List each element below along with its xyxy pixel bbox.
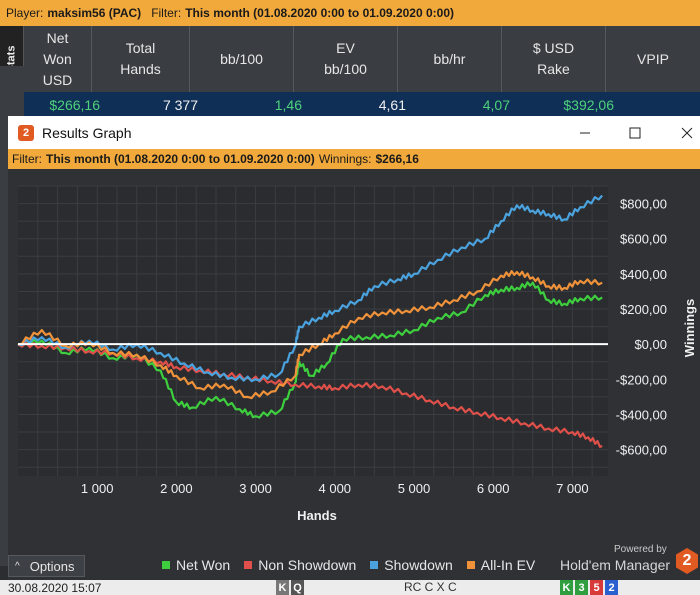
val-total-hands: 7 377 <box>162 97 198 113</box>
y-tick-label: $200,00 <box>620 302 667 317</box>
card: 3 <box>575 580 588 595</box>
x-tick-label: 3 000 <box>239 481 272 496</box>
col-vpip[interactable]: VPIP <box>637 50 669 67</box>
winnings-value: $266,16 <box>375 152 419 166</box>
chevron-up-icon: ^ <box>15 560 20 572</box>
y-tick-labels: $800,00 $600,00 $400,00 $200,00 $0,00 -$200,0… <box>616 197 667 458</box>
card: Q <box>291 580 304 595</box>
graph-filter-bar: Filter: This month (01.08.2020 0:00 to 0… <box>8 149 700 169</box>
player-label: Player: <box>6 6 44 20</box>
x-tick-label: 5 000 <box>398 481 431 496</box>
x-tick-label: 4 000 <box>319 481 352 496</box>
card: K <box>560 580 573 595</box>
brand-name: Hold'em Manager <box>560 557 671 573</box>
stats-value-row[interactable]: $266,16 7 377 1,46 4,61 4,07 $392,06 <box>24 92 700 118</box>
val-bb100: 1,46 <box>274 97 302 113</box>
options-button[interactable]: ^ Options <box>8 555 85 577</box>
val-bb-hr: 4,07 <box>482 97 510 113</box>
minimize-icon[interactable] <box>562 116 608 149</box>
card: 2 <box>605 580 618 595</box>
x-tick-label: 6 000 <box>477 481 510 496</box>
winnings-label: Winnings: <box>318 152 372 166</box>
legend-non-showdown[interactable]: Non Showdown <box>244 557 356 573</box>
x-axis-label: Hands <box>297 508 337 523</box>
card: 5 <box>590 580 603 595</box>
col-bb100[interactable]: bb/100 <box>190 26 294 92</box>
y-tick-label: $400,00 <box>620 267 667 282</box>
brand-block: Powered by Hold'em Manager 2 <box>560 544 700 578</box>
powered-by-text: Powered by <box>614 544 667 555</box>
board-cards: K Q <box>276 580 306 595</box>
window-titlebar[interactable]: 2 Results Graph <box>8 116 700 149</box>
x-tick-label: 7 000 <box>556 481 589 496</box>
val-rake: $392,06 <box>563 97 614 113</box>
x-tick-label: 2 000 <box>160 481 193 496</box>
legend-label: Net Won <box>176 557 231 573</box>
legend-label: Showdown <box>384 557 453 573</box>
legend-swatch <box>370 561 379 569</box>
legend-all-in-ev[interactable]: All-In EV <box>466 557 536 573</box>
stats-panel: Stats Net Won USD Total Hands bb/100 EV … <box>0 26 700 118</box>
y-tick-label: $800,00 <box>620 197 667 212</box>
plot-area <box>18 186 608 476</box>
val-net-won: $266,16 <box>49 97 100 113</box>
y-tick-label: -$200,00 <box>616 372 667 387</box>
x-tick-label: 1 000 <box>81 481 114 496</box>
legend-label: All-In EV <box>480 557 536 573</box>
y-tick-label: $600,00 <box>620 232 667 247</box>
x-tick-labels: 1 000 2 000 3 000 4 000 5 000 6 000 7 000 <box>81 481 589 496</box>
filter-label: Filter: <box>151 6 182 20</box>
close-icon[interactable] <box>664 116 700 149</box>
graph-filter-label: Filter: <box>12 152 42 166</box>
series-showdown <box>17 194 604 383</box>
hand-history-row[interactable]: 30.08.2020 15:07 K Q RC C X C K 3 5 2 <box>0 580 700 595</box>
col-ev-bb100[interactable]: EV bb/100 <box>294 26 398 92</box>
card: K <box>276 580 289 595</box>
player-filter-bar: Player: maksim56 (PAC) Filter: This mont… <box>0 0 700 26</box>
stats-header-row: Net Won USD Total Hands bb/100 EV bb/100… <box>24 26 700 92</box>
hand-cards: K 3 5 2 <box>560 580 620 595</box>
col-bb-hr[interactable]: bb/hr <box>398 26 502 92</box>
col-total-hands[interactable]: Total Hands <box>92 26 190 92</box>
hm2-logo-icon: 2 <box>676 548 698 574</box>
window-title: Results Graph <box>42 124 132 141</box>
chart-legend: Net Won Non Showdown Showdown All-In EV <box>162 557 549 573</box>
col-rake[interactable]: $ USD Rake <box>502 26 606 92</box>
hand-action: RC C X C <box>404 580 457 594</box>
player-value: maksim56 (PAC) <box>47 6 142 20</box>
y-tick-label: $0,00 <box>634 337 667 352</box>
col-net-won[interactable]: Net Won USD <box>24 26 92 92</box>
legend-swatch <box>244 561 253 569</box>
y-tick-label: -$600,00 <box>616 443 667 458</box>
legend-swatch <box>162 561 170 569</box>
val-ev-bb100: 4,61 <box>378 97 406 113</box>
y-axis-label: Winnings <box>682 299 697 357</box>
legend-label: Non Showdown <box>258 557 357 573</box>
y-tick-label: -$400,00 <box>616 407 667 422</box>
hand-datetime: 30.08.2020 15:07 <box>8 580 102 595</box>
series-lines <box>17 194 608 448</box>
results-chart: $800,00 $600,00 $400,00 $200,00 $0,00 -$200,0… <box>17 185 697 523</box>
legend-showdown[interactable]: Showdown <box>370 557 453 573</box>
options-label: Options <box>29 558 75 574</box>
hm-logo-icon: 2 <box>18 124 34 141</box>
graph-filter-value: This month (01.08.2020 0:00 to 01.09.202… <box>46 152 315 166</box>
filter-value: This month (01.08.2020 0:00 to 01.09.202… <box>185 6 454 20</box>
legend-net-won[interactable]: Net Won <box>162 557 230 573</box>
legend-swatch <box>466 561 475 569</box>
maximize-icon[interactable] <box>612 116 658 149</box>
